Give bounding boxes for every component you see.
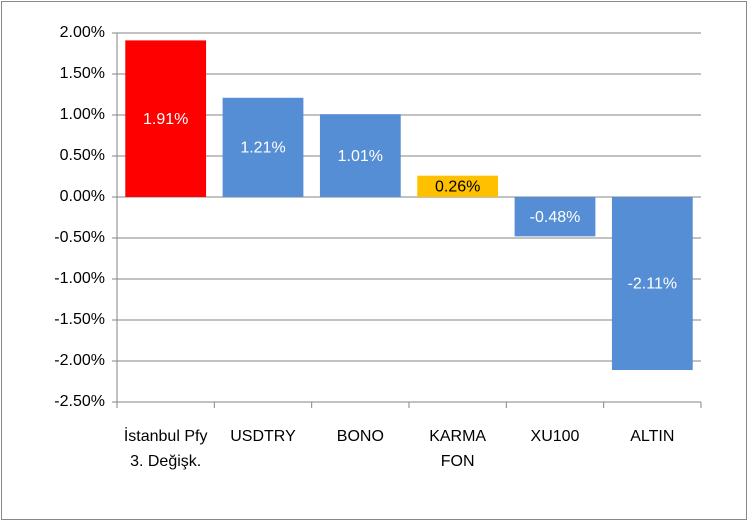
x-tick-label: İstanbul Pfy 3. Değişk. [123, 428, 208, 470]
value-label: 1.21% [240, 140, 285, 157]
x-tick-label: USDTRY [230, 428, 296, 445]
bar [514, 197, 596, 237]
y-tick-label: -1.00% [54, 270, 105, 287]
y-tick-label: -0.50% [54, 229, 105, 246]
y-tick-label: 0.50% [60, 147, 105, 164]
x-tick-label: BONO [336, 428, 384, 445]
y-tick-label: 2.00% [60, 24, 105, 41]
y-tick-label: -2.00% [54, 352, 105, 369]
bar [125, 40, 207, 197]
y-tick-label: 1.50% [60, 65, 105, 82]
y-tick-label: -2.50% [54, 393, 105, 410]
value-label: -0.48% [530, 209, 581, 226]
y-tick-label: 1.00% [60, 106, 105, 123]
value-label: -2.11% [628, 276, 678, 293]
x-tick-label: KARMA FON [429, 428, 487, 470]
bar [611, 197, 693, 371]
x-tick-label: XU100 [530, 428, 580, 445]
y-tick-label: -1.50% [54, 311, 105, 328]
bar [319, 114, 401, 197]
x-tick-label: ALTIN [630, 428, 675, 445]
value-label: 1.91% [143, 111, 188, 128]
bar [417, 175, 499, 197]
value-label: 1.01% [338, 148, 383, 165]
value-label: 0.26% [435, 179, 480, 196]
y-tick-label: 0.00% [60, 188, 105, 205]
bar [222, 97, 304, 197]
